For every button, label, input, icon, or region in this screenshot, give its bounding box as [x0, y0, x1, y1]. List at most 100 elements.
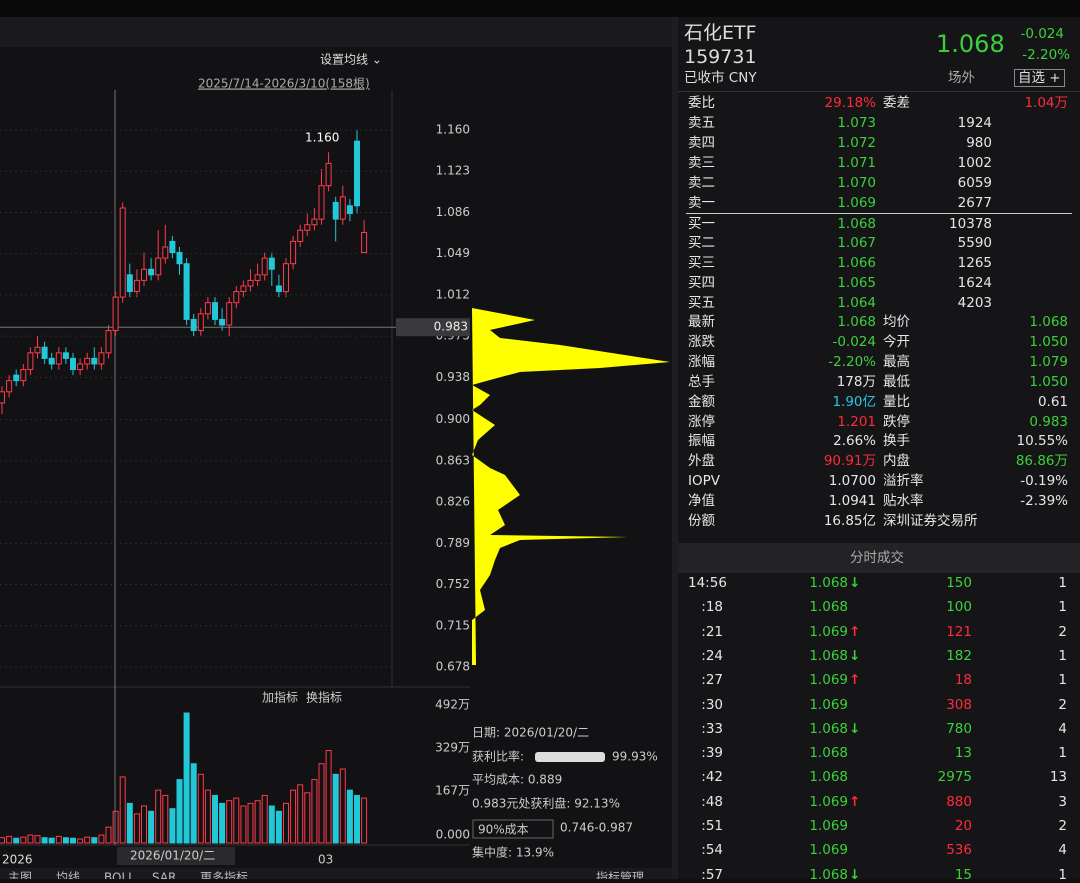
trade-vol: 2975 [937, 769, 972, 786]
stat-label: 今开 [883, 333, 910, 350]
candle-body [141, 268, 147, 281]
trade-time: 14:56 [688, 575, 727, 591]
price-tick: 0.752 [436, 577, 470, 591]
high-label: 1.160 [305, 131, 339, 145]
stat-value: -2.39% [1020, 493, 1068, 510]
candle-body [346, 205, 353, 215]
volume-bar [55, 835, 62, 844]
candle-body [190, 318, 197, 332]
candle-body [148, 268, 155, 276]
candle-body [126, 274, 133, 293]
volume-bar [148, 810, 155, 844]
ma-setting[interactable]: 设置均线 ⌄ [320, 53, 382, 67]
book-label: 卖三 [688, 154, 715, 171]
stat-value: 178万 [836, 373, 876, 390]
trade-time: :39 [701, 745, 723, 762]
tab: BOLL [104, 871, 135, 880]
volume-bar [183, 712, 190, 844]
book-label: 卖四 [688, 134, 715, 151]
candle-body [204, 302, 211, 315]
watch-btn[interactable]: 自选 + [1014, 69, 1065, 87]
stat-value: 1.050 [1029, 373, 1068, 390]
splitter[interactable] [672, 17, 678, 879]
volume-bar [283, 802, 289, 844]
trade-arrow: ↑ [849, 793, 861, 810]
cost-select[interactable]: 90%成本 [478, 823, 529, 837]
book-price: 1.071 [837, 154, 876, 171]
pct: -2.20% [1022, 47, 1070, 63]
book-price: 1.070 [837, 174, 876, 191]
add-indicator[interactable]: 加指标 [262, 690, 298, 705]
trade-price: 1.068 [809, 745, 848, 762]
cost-label: 获利比率: [472, 749, 524, 764]
trade-arrow: ↓ [849, 575, 861, 591]
candle-body [311, 218, 318, 226]
trade-count: 1 [1058, 575, 1067, 591]
candle-body [20, 369, 27, 382]
volume-bar [311, 779, 318, 844]
stat-label: 溢折率 [883, 473, 924, 490]
stat-value: 1.90亿 [832, 393, 876, 410]
volume-bar [297, 784, 304, 844]
book-label: 买二 [688, 235, 715, 252]
stat-value: 1.079 [1029, 353, 1068, 370]
candle-body [34, 346, 41, 354]
book-vol: 2677 [957, 194, 992, 211]
book-price: 1.069 [837, 194, 876, 211]
candle-body [332, 201, 339, 220]
candle-body [261, 257, 268, 276]
tab: 更多指标 [200, 870, 248, 880]
candle-body [176, 252, 183, 265]
trade-price: 1.069 [809, 842, 848, 859]
change: -0.024 [1020, 26, 1064, 42]
book-price: 1.067 [837, 235, 876, 252]
trade-time: :33 [701, 720, 723, 737]
cost-avg: 平均成本: 0.889 [472, 773, 562, 787]
trade-arrow: ↓ [849, 647, 861, 664]
candle-body [105, 330, 112, 354]
volume-bar [41, 837, 48, 844]
range: 2025/7/14-2026/3/10(158根) [198, 77, 370, 91]
trade-arrow: ↓ [849, 866, 861, 883]
stat-value: -2.20% [828, 353, 876, 370]
price-tick: 1.160 [436, 123, 470, 137]
price: 1.068 [936, 30, 1005, 58]
book-sep [686, 213, 1072, 214]
price-tag [396, 318, 470, 337]
book-label: 卖二 [688, 174, 715, 191]
stat-value: 86.86万 [1015, 453, 1068, 470]
book-vol: 5590 [957, 235, 992, 252]
stat-label: 量比 [883, 393, 910, 410]
candle-body [119, 207, 126, 298]
volume-bar [212, 794, 218, 844]
stat-value: 1.201 [837, 413, 876, 430]
stat-label: 内盘 [883, 453, 910, 470]
switch-indicator[interactable]: 换指标 [306, 690, 342, 705]
stat-label: 贴水率 [883, 493, 924, 510]
price-tick: 0.900 [436, 412, 470, 426]
trade-count: 2 [1058, 623, 1067, 640]
candle-body [304, 224, 311, 231]
book-label: 买一 [688, 215, 715, 232]
trade-time: :24 [701, 647, 723, 664]
cost-value: 99.93% [612, 750, 658, 764]
book-label: 买五 [688, 295, 715, 312]
candle-body [212, 302, 218, 320]
candle-body [55, 352, 62, 365]
cost-select-box[interactable] [472, 819, 554, 839]
volume-bar [233, 797, 240, 844]
trade-count: 13 [1049, 769, 1067, 786]
candle-body [155, 257, 162, 276]
price-tick: 0.826 [436, 495, 470, 509]
tab: 主图 [8, 871, 32, 880]
volume-bar [339, 768, 346, 844]
candle-body [6, 380, 13, 393]
volume-bar [261, 794, 268, 844]
trade-time: :21 [701, 623, 723, 640]
volume-bar [126, 802, 133, 844]
stat-label: 涨停 [688, 413, 715, 430]
book-price: 1.072 [837, 134, 876, 151]
trade-vol: 880 [946, 793, 972, 810]
candle-body [84, 357, 91, 365]
